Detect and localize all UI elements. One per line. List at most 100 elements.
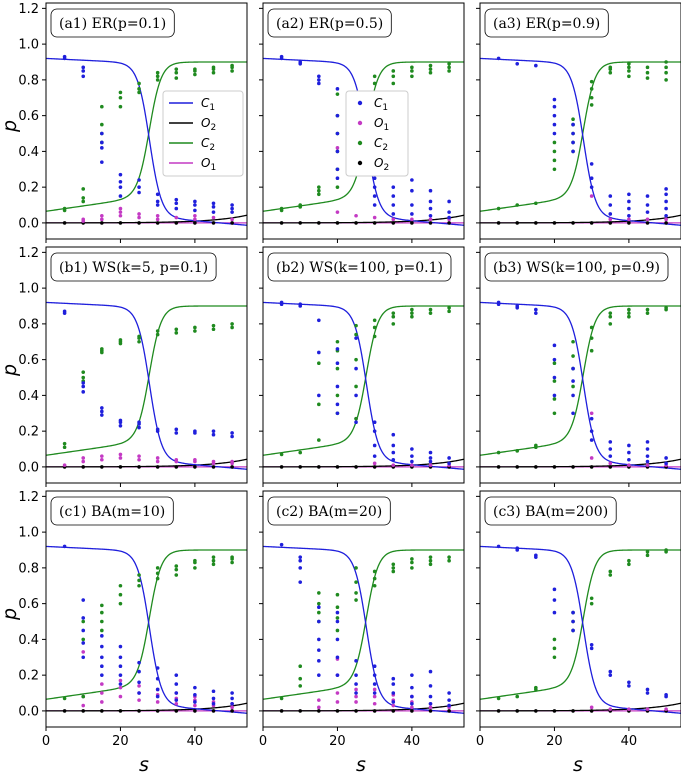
point-O1 <box>627 707 631 711</box>
point-C2 <box>193 329 197 333</box>
point-C2 <box>589 596 594 601</box>
point-C1 <box>552 610 557 615</box>
point-C1 <box>664 213 668 218</box>
point-C2 <box>317 591 321 595</box>
point-C2 <box>298 684 303 688</box>
point-C1 <box>118 673 123 677</box>
y-tick-label: 0.2 <box>18 425 39 440</box>
point-C2 <box>279 206 284 211</box>
panel-9: 0 20 40 (c3) BA(m=200) <box>476 490 681 749</box>
point-O1 <box>230 217 234 222</box>
point-C2 <box>174 70 179 75</box>
point-C1 <box>372 673 377 677</box>
point-O2 <box>335 221 340 225</box>
point-O2 <box>230 465 234 469</box>
point-C1 <box>317 74 321 79</box>
point-C1 <box>211 201 216 206</box>
point-C2 <box>100 610 104 615</box>
point-C2 <box>428 555 433 559</box>
curve-C2 <box>46 305 247 456</box>
point-C2 <box>410 69 414 73</box>
point-C1 <box>335 637 340 642</box>
point-C2 <box>155 78 160 82</box>
point-O2 <box>428 709 433 713</box>
point-C1 <box>447 456 451 460</box>
point-O2 <box>298 709 303 713</box>
point-C2 <box>552 149 557 154</box>
point-C1 <box>447 691 451 695</box>
point-C2 <box>335 92 340 96</box>
point-O1 <box>137 684 141 688</box>
point-C1 <box>571 619 575 624</box>
point-C1 <box>552 131 557 136</box>
panel-title-text: (a2) ER(p=0.5) <box>276 16 383 32</box>
point-C2 <box>137 81 141 86</box>
point-C1 <box>410 673 414 677</box>
point-C2 <box>100 122 104 127</box>
point-C2 <box>335 366 340 371</box>
point-C1 <box>155 203 160 207</box>
point-O2 <box>391 221 396 225</box>
point-O2 <box>534 709 538 713</box>
point-C1 <box>317 318 321 323</box>
point-C2 <box>410 560 414 565</box>
plot-content <box>46 301 247 470</box>
legend-subscript: 2 <box>210 123 216 133</box>
point-C2 <box>230 322 234 326</box>
point-C2 <box>298 676 303 681</box>
point-C1 <box>317 619 321 624</box>
point-C1 <box>571 393 575 398</box>
legend-subscript: 1 <box>209 103 215 113</box>
point-O1 <box>335 210 340 214</box>
point-C2 <box>62 445 67 450</box>
point-C1 <box>354 336 358 340</box>
point-C2 <box>627 69 631 73</box>
point-C1 <box>627 213 631 218</box>
legend-marker-C1 <box>357 100 363 106</box>
panel-title: (c1) BA(m=10) <box>50 496 174 526</box>
point-C1 <box>298 580 303 584</box>
point-C2 <box>354 323 358 328</box>
point-C1 <box>608 440 613 444</box>
point-C1 <box>391 432 396 437</box>
point-O2 <box>447 221 451 225</box>
point-C1 <box>571 610 575 615</box>
plot-content <box>480 56 681 226</box>
point-C2 <box>100 603 104 608</box>
point-C2 <box>447 555 451 559</box>
point-C2 <box>372 74 377 79</box>
point-C2 <box>100 628 104 633</box>
point-O1 <box>230 705 234 710</box>
point-C2 <box>372 334 377 339</box>
point-C1 <box>372 443 377 448</box>
point-C1 <box>552 587 557 592</box>
point-C1 <box>391 450 396 455</box>
panel-title: (c2) BA(m=20) <box>267 496 391 526</box>
point-C2 <box>137 90 141 95</box>
point-O2 <box>155 465 160 469</box>
point-C1 <box>645 459 650 464</box>
point-C1 <box>193 203 197 207</box>
point-O1 <box>372 694 377 699</box>
point-C2 <box>552 140 557 145</box>
point-C1 <box>137 185 141 189</box>
point-C2 <box>335 185 340 189</box>
point-C2 <box>100 347 104 351</box>
axes-frame <box>262 490 465 728</box>
point-O1 <box>62 463 67 467</box>
point-C2 <box>627 311 631 315</box>
legend-subscript: 2 <box>383 163 389 173</box>
point-O2 <box>211 465 216 469</box>
point-C1 <box>552 375 557 380</box>
x-tick-label: 0 <box>476 734 484 749</box>
point-O1 <box>317 705 321 710</box>
point-C2 <box>211 562 216 567</box>
y-tick-label: 0.4 <box>18 389 39 404</box>
point-O2 <box>100 709 104 713</box>
point-C1 <box>391 691 396 695</box>
point-C1 <box>81 598 86 602</box>
point-C1 <box>335 655 340 660</box>
point-C1 <box>589 162 594 166</box>
point-C2 <box>174 67 179 71</box>
point-C2 <box>118 583 123 588</box>
